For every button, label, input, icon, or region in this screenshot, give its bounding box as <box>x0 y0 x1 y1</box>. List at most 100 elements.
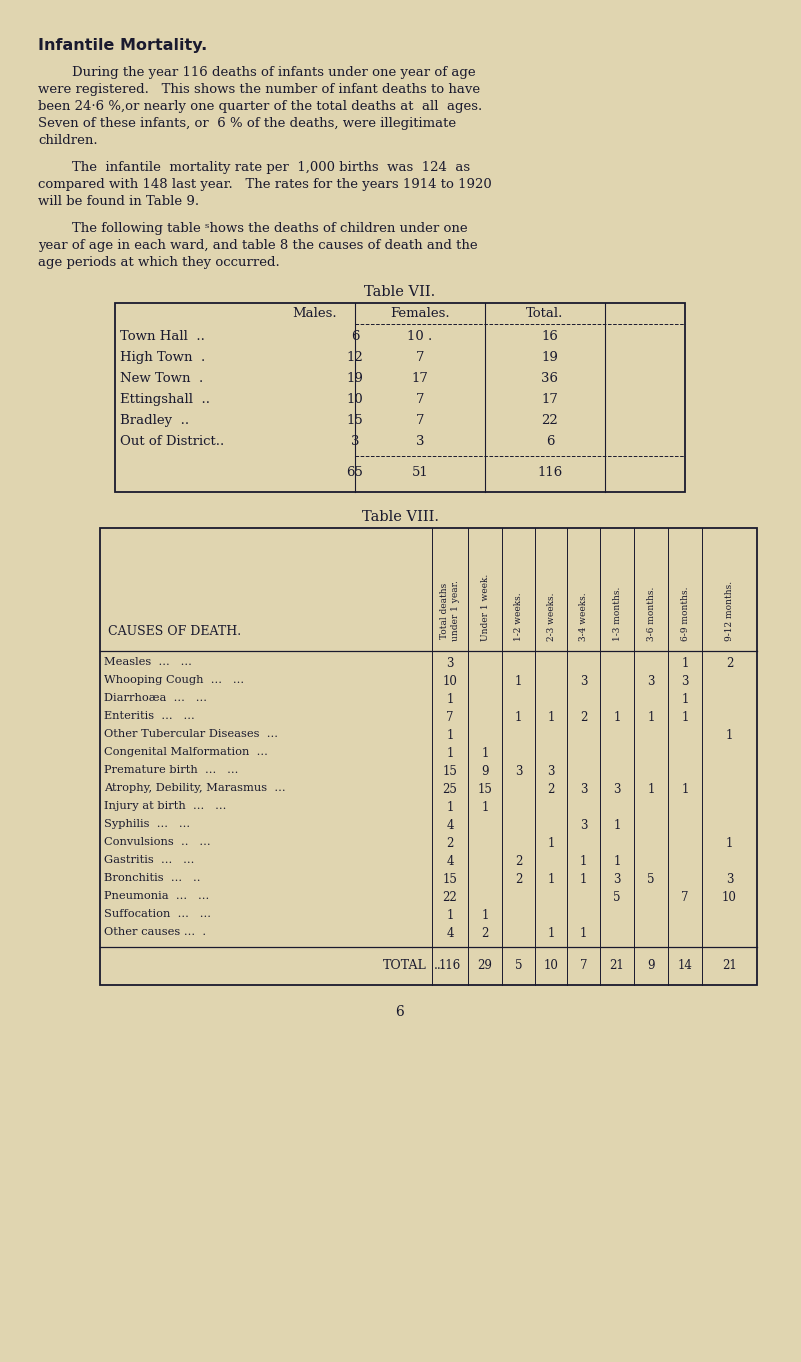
Text: 3: 3 <box>351 434 360 448</box>
Text: 9: 9 <box>647 959 654 972</box>
Text: 7: 7 <box>681 891 689 904</box>
Text: year of age in each ward, and table 8 the causes of death and the: year of age in each ward, and table 8 th… <box>38 238 477 252</box>
Text: Convulsions  ..   ...: Convulsions .. ... <box>104 838 211 847</box>
Text: 6: 6 <box>351 330 360 343</box>
Text: Males.: Males. <box>292 306 337 320</box>
Text: 1: 1 <box>547 711 554 725</box>
Text: 1: 1 <box>446 746 453 760</box>
Text: 2: 2 <box>515 855 522 868</box>
Text: 51: 51 <box>412 466 429 479</box>
Text: 19: 19 <box>541 351 558 364</box>
Text: 3: 3 <box>446 656 453 670</box>
Text: Gastritis  ...   ...: Gastritis ... ... <box>104 855 195 865</box>
Text: Bradley  ..: Bradley .. <box>120 414 189 428</box>
Text: Infantile Mortality.: Infantile Mortality. <box>38 38 207 53</box>
Text: 1: 1 <box>481 801 489 814</box>
Text: were registered.   This shows the number of infant deaths to have: were registered. This shows the number o… <box>38 83 480 95</box>
Text: 1: 1 <box>580 873 587 887</box>
Text: 15: 15 <box>347 414 364 428</box>
Text: 1: 1 <box>446 729 453 742</box>
Text: 1: 1 <box>647 711 654 725</box>
Text: 3: 3 <box>681 676 689 688</box>
Text: 3: 3 <box>614 873 621 887</box>
Text: Total.: Total. <box>526 306 564 320</box>
Text: 1: 1 <box>547 928 554 940</box>
Text: 12: 12 <box>347 351 364 364</box>
Text: 25: 25 <box>443 783 457 795</box>
Text: Table VIII.: Table VIII. <box>361 509 438 524</box>
Text: 5: 5 <box>647 873 654 887</box>
Text: 116: 116 <box>439 959 461 972</box>
Text: 116: 116 <box>537 466 562 479</box>
Text: 3: 3 <box>726 873 733 887</box>
Text: Ettingshall  ..: Ettingshall .. <box>120 394 210 406</box>
Text: 3: 3 <box>416 434 425 448</box>
Text: Atrophy, Debility, Marasmus  ...: Atrophy, Debility, Marasmus ... <box>104 783 286 793</box>
Text: 15: 15 <box>443 873 457 887</box>
Text: 1-2 weeks.: 1-2 weeks. <box>514 592 523 642</box>
Text: 1: 1 <box>726 729 733 742</box>
Text: 16: 16 <box>541 330 558 343</box>
Text: 17: 17 <box>412 372 429 385</box>
Text: 3: 3 <box>614 783 621 795</box>
Text: Total deaths
under 1 year.: Total deaths under 1 year. <box>441 580 460 642</box>
Text: 21: 21 <box>723 959 737 972</box>
Bar <box>115 302 685 492</box>
Text: 22: 22 <box>541 414 558 428</box>
Text: 10: 10 <box>347 394 364 406</box>
Text: will be found in Table 9.: will be found in Table 9. <box>38 195 199 208</box>
Text: 5: 5 <box>515 959 522 972</box>
Text: 5: 5 <box>614 891 621 904</box>
Text: Suffocation  ...   ...: Suffocation ... ... <box>104 908 211 919</box>
Text: 1: 1 <box>580 928 587 940</box>
Text: been 24·6 %,or nearly one quarter of the total deaths at  all  ages.: been 24·6 %,or nearly one quarter of the… <box>38 99 482 113</box>
Text: Whooping Cough  ...   ...: Whooping Cough ... ... <box>104 676 244 685</box>
Text: 2: 2 <box>515 873 522 887</box>
Text: 2: 2 <box>580 711 587 725</box>
Text: 19: 19 <box>347 372 364 385</box>
Text: 3: 3 <box>647 676 654 688</box>
Text: 3: 3 <box>580 676 587 688</box>
Text: children.: children. <box>38 133 98 147</box>
Text: 7: 7 <box>446 711 453 725</box>
Text: 4: 4 <box>446 928 453 940</box>
Text: 6: 6 <box>396 1005 405 1019</box>
Text: Under 1 week.: Under 1 week. <box>481 573 489 642</box>
Text: 3: 3 <box>515 765 522 778</box>
Text: CAUSES OF DEATH.: CAUSES OF DEATH. <box>108 625 241 637</box>
Text: 3: 3 <box>547 765 555 778</box>
Text: 9-12 months.: 9-12 months. <box>725 580 734 642</box>
Text: Bronchitis  ...   ..: Bronchitis ... .. <box>104 873 200 883</box>
Text: 1: 1 <box>614 855 621 868</box>
Text: 1: 1 <box>682 711 689 725</box>
Text: 1: 1 <box>580 855 587 868</box>
Text: 22: 22 <box>443 891 457 904</box>
Text: 3: 3 <box>580 819 587 832</box>
Text: 1: 1 <box>481 746 489 760</box>
Bar <box>100 528 757 985</box>
Text: Other causes ...  .: Other causes ... . <box>104 928 206 937</box>
Text: 1: 1 <box>647 783 654 795</box>
Text: Injury at birth  ...   ...: Injury at birth ... ... <box>104 801 227 810</box>
Text: age periods at which they occurred.: age periods at which they occurred. <box>38 256 280 270</box>
Text: 21: 21 <box>610 959 624 972</box>
Text: High Town  .: High Town . <box>120 351 205 364</box>
Text: 29: 29 <box>477 959 493 972</box>
Text: 10: 10 <box>544 959 558 972</box>
Text: Females.: Females. <box>390 306 450 320</box>
Text: Congenital Malformation  ...: Congenital Malformation ... <box>104 746 268 757</box>
Text: New Town  .: New Town . <box>120 372 203 385</box>
Text: Diarrhoæa  ...   ...: Diarrhoæa ... ... <box>104 693 207 703</box>
Text: The  infantile  mortality rate per  1,000 births  was  124  as: The infantile mortality rate per 1,000 b… <box>38 161 470 174</box>
Text: Premature birth  ...   ...: Premature birth ... ... <box>104 765 239 775</box>
Text: 3-6 months.: 3-6 months. <box>646 587 655 642</box>
Text: 1: 1 <box>614 819 621 832</box>
Text: 1: 1 <box>515 676 522 688</box>
Text: 7: 7 <box>580 959 587 972</box>
Text: 17: 17 <box>541 394 558 406</box>
Text: During the year 116 deaths of infants under one year of age: During the year 116 deaths of infants un… <box>38 65 476 79</box>
Text: 4: 4 <box>446 855 453 868</box>
Text: 1: 1 <box>446 801 453 814</box>
Text: Pneumonia  ...   ...: Pneumonia ... ... <box>104 891 209 902</box>
Text: 1: 1 <box>481 908 489 922</box>
